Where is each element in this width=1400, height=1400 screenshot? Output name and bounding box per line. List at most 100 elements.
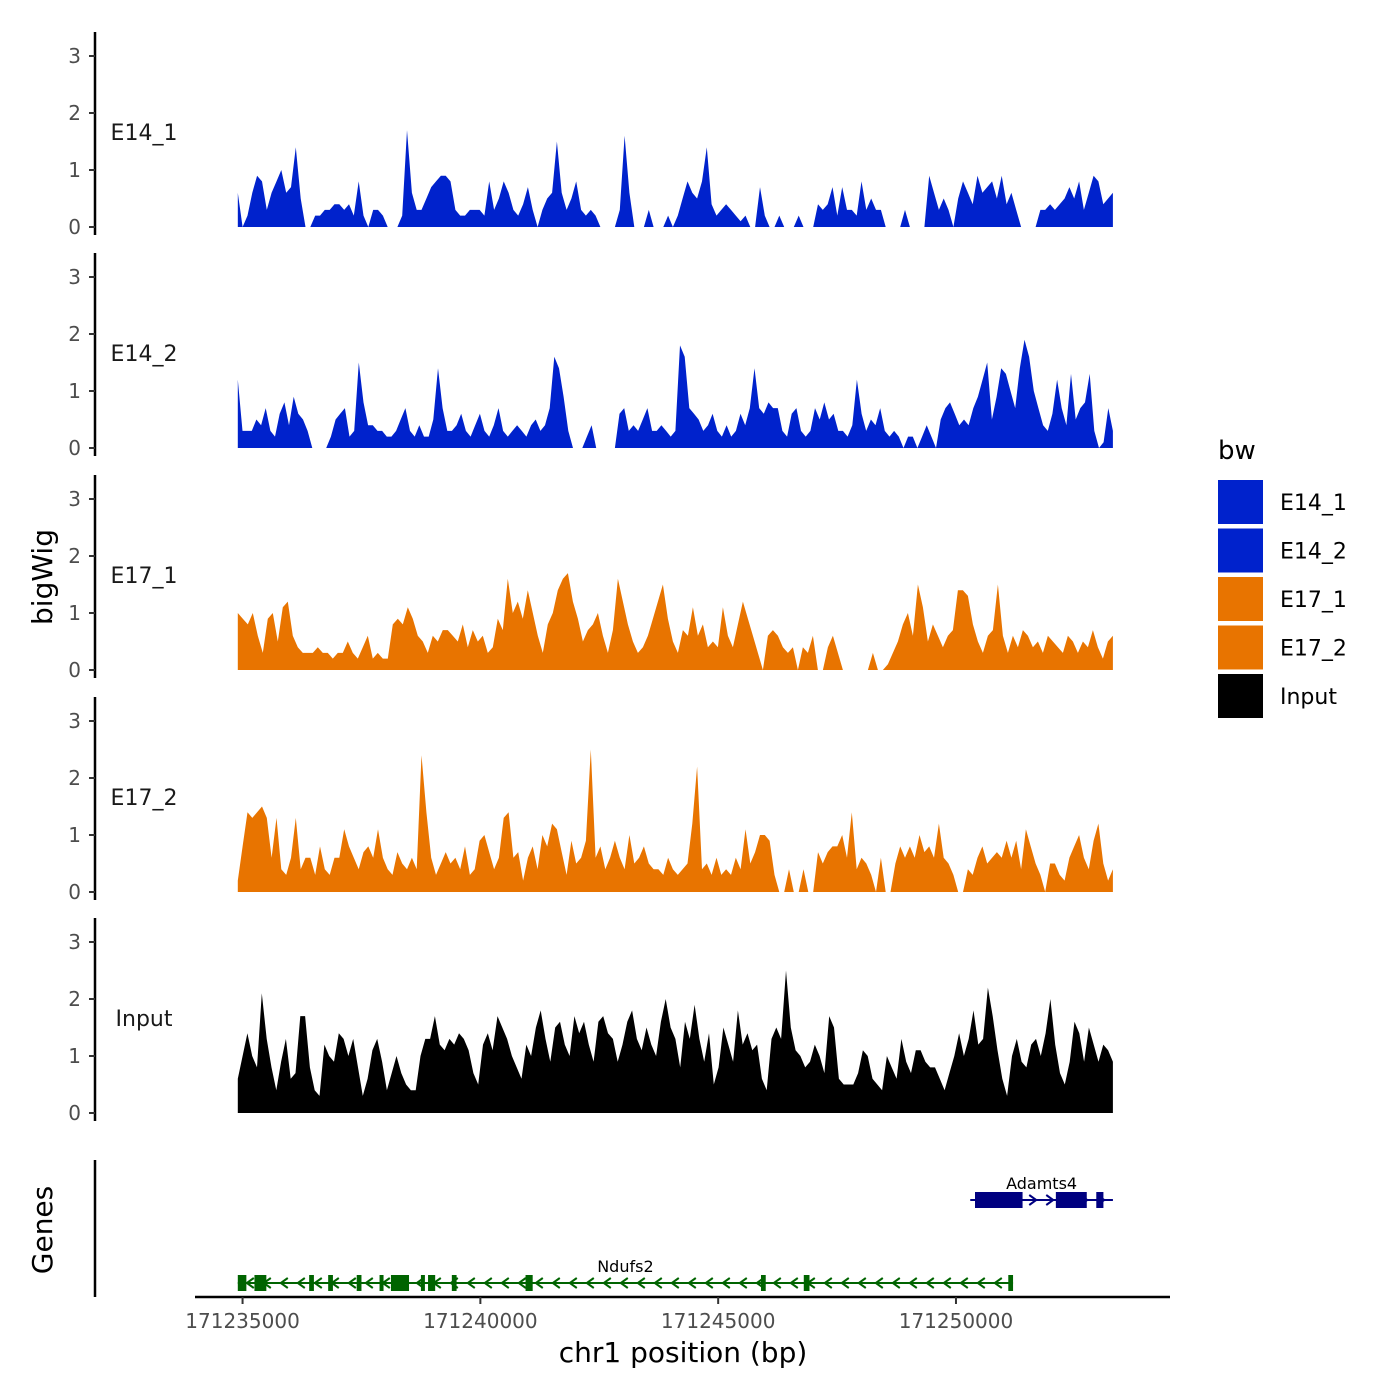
- y-tick-label: 3: [68, 487, 81, 511]
- strand-arrow: [534, 1277, 544, 1289]
- signal-area-E17_2-1: [784, 869, 794, 892]
- track-E17_1: 0 1 2 3 E17_1: [68, 475, 1113, 682]
- exon: [328, 1275, 333, 1291]
- legend-swatch: [1218, 625, 1263, 670]
- strand-arrow: [840, 1277, 850, 1289]
- strand-arrow: [959, 1277, 969, 1289]
- signal-area-E14_2-0: [237, 379, 313, 448]
- track-E14_2: 0 1 2 3 E14_2: [68, 253, 1113, 460]
- signal-area-E14_1-6: [614, 135, 635, 227]
- exon: [420, 1275, 425, 1291]
- signal-area-E14_1-0: [237, 192, 243, 227]
- strand-arrow: [279, 1277, 289, 1289]
- y-tick-label: 2: [68, 544, 81, 568]
- gene-Adamts4: Adamts4: [970, 1174, 1113, 1208]
- signal-area-E14_1-8: [663, 215, 673, 227]
- strand-arrow: [993, 1277, 1003, 1289]
- legend-label: E17_1: [1280, 588, 1347, 613]
- strand-arrow: [891, 1277, 901, 1289]
- gene-track: Ndufs2 Adamts4: [93, 1160, 1113, 1297]
- y-tick-label: 0: [68, 658, 81, 682]
- exon: [428, 1275, 436, 1291]
- exon: [1096, 1192, 1104, 1208]
- strand-arrow: [466, 1277, 476, 1289]
- strand-arrow: [976, 1277, 986, 1289]
- exon: [525, 1275, 533, 1291]
- signal-area-E17_2-0: [237, 749, 780, 892]
- genes-axis-title: Genes: [26, 1186, 59, 1274]
- strand-arrow: [364, 1277, 374, 1289]
- signal-area-E14_2-7: [1099, 408, 1113, 448]
- gene-Ndufs2: Ndufs2: [237, 1257, 1014, 1291]
- signal-area-E14_1-13: [813, 181, 886, 227]
- signal-area-E14_1-3: [368, 209, 388, 227]
- gene-label: Adamts4: [1006, 1174, 1077, 1193]
- track-label: E14_2: [111, 342, 178, 367]
- exon: [254, 1275, 267, 1291]
- track-Input: 0 1 2 3 Input: [68, 918, 1113, 1125]
- signal-area-E14_2-5: [917, 425, 936, 448]
- exon: [803, 1275, 810, 1291]
- legend-swatch: [1218, 480, 1263, 524]
- x-axis-title: chr1 position (bp): [559, 1336, 808, 1369]
- strand-arrow: [857, 1277, 867, 1289]
- strand-arrow: [245, 1277, 255, 1289]
- exon: [390, 1275, 410, 1291]
- track-E17_2: 0 1 2 3 E17_2: [68, 697, 1113, 904]
- strand-arrow: [619, 1277, 629, 1289]
- x-tick-label: 171250000: [899, 1309, 1014, 1333]
- y-tick-label: 0: [68, 880, 81, 904]
- x-axis: 171235000 171240000 171245000 171250000: [185, 1295, 1170, 1333]
- signal-area-E14_2-6: [936, 339, 1099, 448]
- strand-arrow: [313, 1277, 323, 1289]
- strand-arrow: [1028, 1194, 1038, 1206]
- strand-arrow: [517, 1277, 527, 1289]
- exon: [356, 1275, 362, 1291]
- signal-area-Input-0: [237, 970, 1113, 1113]
- signal-area-E14_1-17: [1035, 175, 1113, 227]
- signal-area-E14_1-9: [672, 147, 751, 227]
- exon: [451, 1275, 457, 1291]
- signal-area-E14_1-2: [310, 181, 369, 227]
- legend-label: E14_2: [1280, 540, 1347, 565]
- exon: [975, 1192, 1023, 1208]
- strand-arrow: [585, 1277, 595, 1289]
- signal-area-E14_1-1: [242, 147, 306, 227]
- strand-arrow: [551, 1277, 561, 1289]
- y-tick-label: 2: [68, 322, 81, 346]
- signal-area-E17_1-2: [797, 635, 818, 670]
- signal-area-E14_1-7: [643, 209, 654, 227]
- exon: [379, 1275, 384, 1291]
- bigwig-tracks: 0 1 2 3 E14_1 0 1 2 3 E14_2 0 1 2 3 E17_1 0 1 2 3 E17_2 0 1 2 3…: [68, 32, 1113, 1125]
- track-E14_1: 0 1 2 3 E14_1: [68, 32, 1113, 239]
- legend-label: E17_2: [1280, 637, 1347, 662]
- legend-title: bw: [1218, 436, 1256, 466]
- exon: [237, 1275, 247, 1291]
- signal-area-E17_2-4: [876, 857, 886, 892]
- strand-arrow: [823, 1277, 833, 1289]
- y-tick-label: 0: [68, 1101, 81, 1125]
- signal-area-E14_1-10: [755, 187, 770, 227]
- signal-area-E17_2-3: [813, 812, 876, 892]
- strand-arrow: [1045, 1194, 1055, 1206]
- exon: [1008, 1275, 1014, 1291]
- strand-arrow: [942, 1277, 952, 1289]
- signal-area-E17_2-2: [798, 869, 809, 892]
- strand-arrow: [653, 1277, 663, 1289]
- exon: [760, 1275, 766, 1291]
- y-tick-label: 3: [68, 44, 81, 68]
- signal-area-E14_2-1: [326, 356, 573, 448]
- signal-area-E14_2-4: [903, 436, 918, 448]
- strand-arrow: [908, 1277, 918, 1289]
- y-tick-label: 1: [68, 1044, 81, 1068]
- signal-area-E14_1-11: [774, 215, 785, 227]
- track-label: Input: [116, 1007, 173, 1032]
- exon: [309, 1275, 314, 1291]
- y-tick-label: 1: [68, 158, 81, 182]
- signal-area-E14_1-12: [793, 215, 804, 227]
- signal-area-E17_1-5: [882, 584, 1113, 670]
- strand-arrow: [789, 1277, 799, 1289]
- legend-item-E17_2: E17_2: [1218, 625, 1347, 670]
- legend: bw E14_1 E14_2 E17_1 E17_2 Input: [1218, 436, 1347, 718]
- legend-swatch: [1218, 674, 1263, 718]
